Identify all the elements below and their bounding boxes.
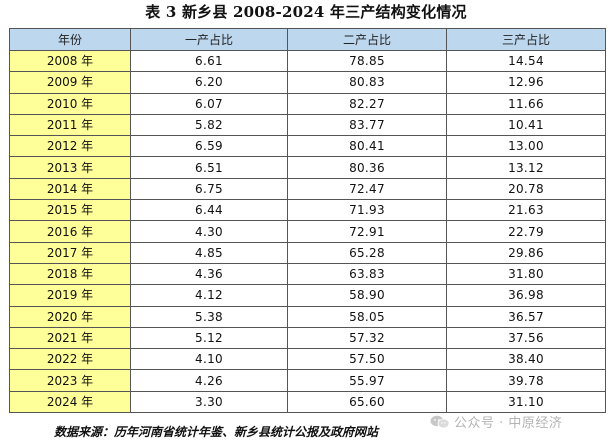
- year-cell: 2021 年: [9, 326, 131, 350]
- table-row: 2010 年 6.07 82.27 11.66: [9, 92, 606, 115]
- tertiary-share-cell: 20.78: [446, 177, 606, 201]
- header-secondary-share: 二产占比: [287, 28, 447, 51]
- secondary-share-cell: 72.91: [287, 220, 447, 243]
- table-row: 2024 年 3.30 65.60 31.10: [9, 390, 606, 414]
- watermark-text: 公众号 · 中原经济: [454, 415, 563, 431]
- secondary-share-cell: 72.47: [287, 177, 447, 201]
- secondary-share-cell: 82.27: [287, 92, 447, 115]
- secondary-share-cell: 63.83: [287, 262, 447, 286]
- secondary-share-cell: 65.60: [287, 390, 447, 414]
- secondary-share-cell: 80.83: [287, 71, 447, 94]
- table-row: 2019 年 4.12 58.90 36.98: [9, 284, 606, 307]
- tertiary-share-cell: 12.96: [446, 71, 606, 94]
- year-cell: 2011 年: [9, 113, 131, 137]
- tertiary-share-cell: 14.54: [446, 49, 606, 73]
- data-source-note: 数据来源：历年河南省统计年鉴、新乡县统计公报及政府网站: [54, 425, 379, 439]
- primary-share-cell: 4.10: [130, 348, 288, 371]
- table-header-row: 年份 一产占比 二产占比 三产占比: [9, 28, 606, 51]
- year-cell: 2022 年: [9, 348, 131, 371]
- table-row: 2011 年 5.82 83.77 10.41: [9, 113, 606, 137]
- table-title: 表 3 新乡县 2008-2024 年三产结构变化情况: [145, 3, 467, 21]
- header-year: 年份: [9, 28, 131, 51]
- tertiary-share-cell: 10.41: [446, 113, 606, 137]
- secondary-share-cell: 78.85: [287, 49, 447, 73]
- secondary-share-cell: 57.32: [287, 326, 447, 350]
- table-row: 2021 年 5.12 57.32 37.56: [9, 326, 606, 350]
- year-cell: 2010 年: [9, 92, 131, 115]
- structure-table: 年份 一产占比 二产占比 三产占比 2008 年 6.61 78.85 14.54 20…: [9, 28, 606, 414]
- secondary-share-cell: 80.36: [287, 156, 447, 179]
- tertiary-share-cell: 36.98: [446, 284, 606, 307]
- table-row: 2013 年 6.51 80.36 13.12: [9, 156, 606, 179]
- tertiary-share-cell: 13.00: [446, 135, 606, 158]
- table-row: 2009 年 6.20 80.83 12.96: [9, 71, 606, 94]
- primary-share-cell: 4.12: [130, 284, 288, 307]
- primary-share-cell: 3.30: [130, 390, 288, 414]
- primary-share-cell: 6.59: [130, 135, 288, 158]
- primary-share-cell: 5.38: [130, 305, 288, 328]
- secondary-share-cell: 57.50: [287, 348, 447, 371]
- year-cell: 2023 年: [9, 369, 131, 392]
- table-row: 2020 年 5.38 58.05 36.57: [9, 305, 606, 328]
- year-cell: 2024 年: [9, 390, 131, 414]
- table-row: 2008 年 6.61 78.85 14.54: [9, 49, 606, 73]
- secondary-share-cell: 58.05: [287, 305, 447, 328]
- secondary-share-cell: 83.77: [287, 113, 447, 137]
- watermark: 公众号 · 中原经济: [430, 412, 563, 431]
- table-row: 2023 年 4.26 55.97 39.78: [9, 369, 606, 392]
- year-cell: 2020 年: [9, 305, 131, 328]
- year-cell: 2016 年: [9, 220, 131, 243]
- header-tertiary-share: 三产占比: [446, 28, 606, 51]
- table-row: 2017 年 4.85 65.28 29.86: [9, 241, 606, 264]
- tertiary-share-cell: 13.12: [446, 156, 606, 179]
- tertiary-share-cell: 11.66: [446, 92, 606, 115]
- table-row: 2015 年 6.44 71.93 21.63: [9, 199, 606, 222]
- primary-share-cell: 5.12: [130, 326, 288, 350]
- tertiary-share-cell: 38.40: [446, 348, 606, 371]
- tertiary-share-cell: 31.80: [446, 262, 606, 286]
- primary-share-cell: 6.44: [130, 199, 288, 222]
- year-cell: 2014 年: [9, 177, 131, 201]
- table-row: 2012 年 6.59 80.41 13.00: [9, 135, 606, 158]
- header-primary-share: 一产占比: [130, 28, 288, 51]
- primary-share-cell: 5.82: [130, 113, 288, 137]
- secondary-share-cell: 55.97: [287, 369, 447, 392]
- year-cell: 2013 年: [9, 156, 131, 179]
- primary-share-cell: 6.20: [130, 71, 288, 94]
- year-cell: 2019 年: [9, 284, 131, 307]
- tertiary-share-cell: 39.78: [446, 369, 606, 392]
- year-cell: 2008 年: [9, 49, 131, 73]
- primary-share-cell: 6.61: [130, 49, 288, 73]
- tertiary-share-cell: 22.79: [446, 220, 606, 243]
- table-row: 2022 年 4.10 57.50 38.40: [9, 348, 606, 371]
- primary-share-cell: 4.85: [130, 241, 288, 264]
- tertiary-share-cell: 37.56: [446, 326, 606, 350]
- table-row: 2016 年 4.30 72.91 22.79: [9, 220, 606, 243]
- year-cell: 2015 年: [9, 199, 131, 222]
- tertiary-share-cell: 31.10: [446, 390, 606, 414]
- year-cell: 2017 年: [9, 241, 131, 264]
- primary-share-cell: 6.75: [130, 177, 288, 201]
- wechat-icon: [430, 414, 450, 429]
- primary-share-cell: 4.36: [130, 262, 288, 286]
- year-cell: 2009 年: [9, 71, 131, 94]
- primary-share-cell: 4.26: [130, 369, 288, 392]
- table-row: 2014 年 6.75 72.47 20.78: [9, 177, 606, 201]
- tertiary-share-cell: 36.57: [446, 305, 606, 328]
- secondary-share-cell: 71.93: [287, 199, 447, 222]
- table-row: 2018 年 4.36 63.83 31.80: [9, 262, 606, 286]
- primary-share-cell: 6.07: [130, 92, 288, 115]
- tertiary-share-cell: 21.63: [446, 199, 606, 222]
- tertiary-share-cell: 29.86: [446, 241, 606, 264]
- secondary-share-cell: 65.28: [287, 241, 447, 264]
- secondary-share-cell: 58.90: [287, 284, 447, 307]
- secondary-share-cell: 80.41: [287, 135, 447, 158]
- primary-share-cell: 4.30: [130, 220, 288, 243]
- primary-share-cell: 6.51: [130, 156, 288, 179]
- year-cell: 2012 年: [9, 135, 131, 158]
- year-cell: 2018 年: [9, 262, 131, 286]
